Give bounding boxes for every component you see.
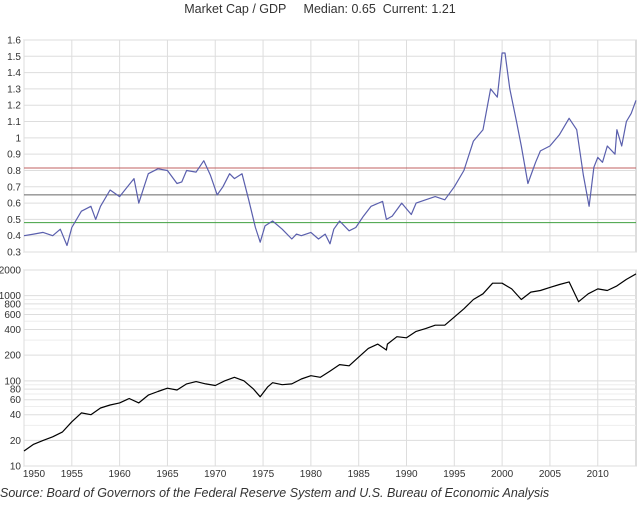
top-y-tick-label: 1.2 — [7, 101, 21, 112]
top-y-tick-label: 0.3 — [7, 248, 21, 259]
bottom-y-tick-label: 2000 — [0, 266, 21, 277]
top-y-tick-label: 0.5 — [7, 215, 21, 226]
top-y-tick-label: 1.6 — [7, 36, 21, 47]
x-tick-label: 1995 — [443, 469, 466, 480]
x-tick-label: 1960 — [109, 469, 132, 480]
x-tick-label: 1980 — [300, 469, 323, 480]
bottom-y-tick-label: 800 — [4, 299, 21, 310]
top-plot-area — [23, 39, 637, 253]
top-y-tick-label: 1.4 — [7, 68, 21, 79]
bottom-y-tick-label: 1000 — [0, 291, 21, 302]
top-y-tick-label: 0.4 — [7, 231, 21, 242]
median-label: Median: 0.65 — [303, 2, 376, 16]
market-cap-series-line — [23, 273, 637, 452]
x-tick-label: 1950 — [23, 469, 46, 480]
bottom-y-tick-label: 600 — [4, 310, 21, 321]
bottom-y-tick-label: 80 — [10, 385, 22, 396]
top-y-tick-label: 0.8 — [7, 166, 21, 177]
market-cap-gdp-series-line — [23, 52, 637, 247]
x-tick-label: 1985 — [348, 469, 371, 480]
source-note: Source: Board of Governors of the Federa… — [0, 486, 550, 500]
x-tick-label: 2010 — [587, 469, 610, 480]
current-label: Current: 1.21 — [382, 2, 456, 16]
top-y-tick-label: 1 — [15, 133, 21, 144]
top-y-tick-label: 1.3 — [7, 84, 21, 95]
x-tick-label: 1955 — [61, 469, 84, 480]
chart-title: Market Cap / GDP Median: 0.65 Current: 1… — [0, 2, 640, 16]
top-y-tick-label: 0.6 — [7, 199, 21, 210]
bottom-y-tick-label: 60 — [10, 395, 22, 406]
bottom-y-tick-label: 40 — [10, 410, 22, 421]
bottom-y-tick-label: 20 — [10, 436, 22, 447]
x-tick-label: 2005 — [539, 469, 562, 480]
bottom-y-tick-label: 100 — [4, 376, 21, 387]
top-y-tick-label: 0.9 — [7, 150, 21, 161]
top-y-tick-label: 0.7 — [7, 182, 21, 193]
bottom-y-tick-label: 10 — [10, 462, 22, 473]
x-tick-label: 1970 — [204, 469, 227, 480]
bottom-y-tick-label: 200 — [4, 351, 21, 362]
top-y-tick-label: 1.5 — [7, 52, 21, 63]
bottom-y-tick-label: 400 — [4, 325, 21, 336]
title-text: Market Cap / GDP — [184, 2, 287, 16]
x-tick-label: 2000 — [491, 469, 514, 480]
top-y-tick-label: 1.1 — [7, 117, 21, 128]
x-tick-label: 1965 — [156, 469, 179, 480]
x-tick-label: 1975 — [252, 469, 275, 480]
x-tick-label: 1990 — [395, 469, 418, 480]
